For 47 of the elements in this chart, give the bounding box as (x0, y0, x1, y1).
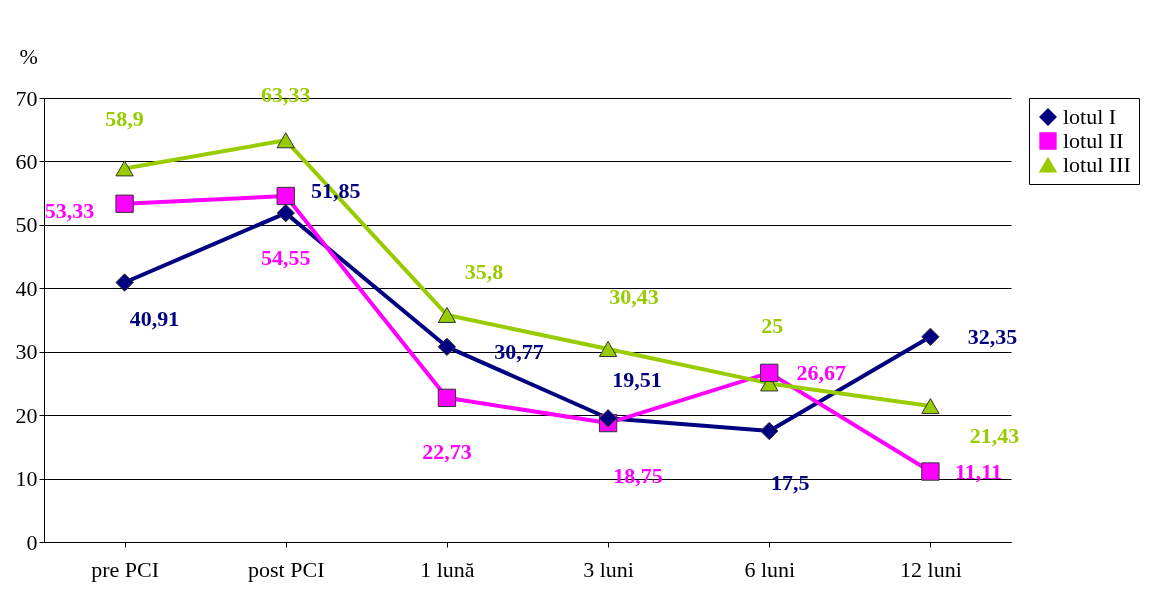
y-tick-label: 0 (26, 529, 38, 555)
data-label: 54,55 (261, 245, 311, 270)
data-label: 22,73 (422, 438, 472, 464)
data-label: 35,8 (464, 258, 504, 284)
point (437, 337, 457, 356)
legend-label: lotul III (1063, 152, 1131, 177)
point (115, 273, 134, 292)
y-tick-label: 20 (15, 402, 38, 428)
x-tick-label: 12 luni (900, 556, 962, 582)
y-tick-label: 30 (15, 339, 38, 365)
y-tick-label: 40 (15, 275, 38, 301)
data-label: 58,9 (105, 106, 144, 132)
legend-label: lotul II (1063, 128, 1124, 153)
data-label: 11,11 (954, 458, 1002, 484)
y-tick-label: 60 (15, 148, 38, 174)
point (276, 186, 295, 206)
point (760, 363, 779, 382)
data-label: 30,43 (609, 283, 659, 309)
data-label: 32,35 (967, 323, 1018, 349)
x-tick-label: 6 luni (744, 556, 796, 582)
point (921, 327, 940, 346)
point (276, 132, 295, 149)
legend-label: lotul I (1063, 104, 1117, 129)
point (115, 194, 134, 213)
point (437, 388, 457, 407)
data-label: 26,67 (796, 359, 846, 385)
data-label: 21,43 (969, 423, 1020, 449)
data-label: 25 (761, 313, 784, 339)
point (276, 203, 295, 223)
point (115, 160, 134, 177)
y-tick-label: 70 (15, 85, 38, 111)
point (598, 340, 618, 357)
data-label: 40,91 (129, 305, 180, 331)
y-tick-label: 50 (15, 212, 38, 238)
x-tick-label: pre PCI (91, 556, 159, 582)
point (760, 421, 779, 441)
x-tick-label: post PCI (248, 556, 325, 582)
y-axis-title: % (19, 43, 38, 69)
point (437, 306, 457, 323)
data-label: 53,33 (44, 197, 95, 223)
data-label: 19,51 (612, 367, 662, 393)
x-tick-label: 1 lună (420, 556, 475, 582)
y-tick-label: 10 (15, 466, 38, 492)
point (921, 398, 940, 415)
x-tick-label: 3 luni (583, 556, 634, 582)
point (598, 409, 618, 428)
point (921, 462, 940, 481)
